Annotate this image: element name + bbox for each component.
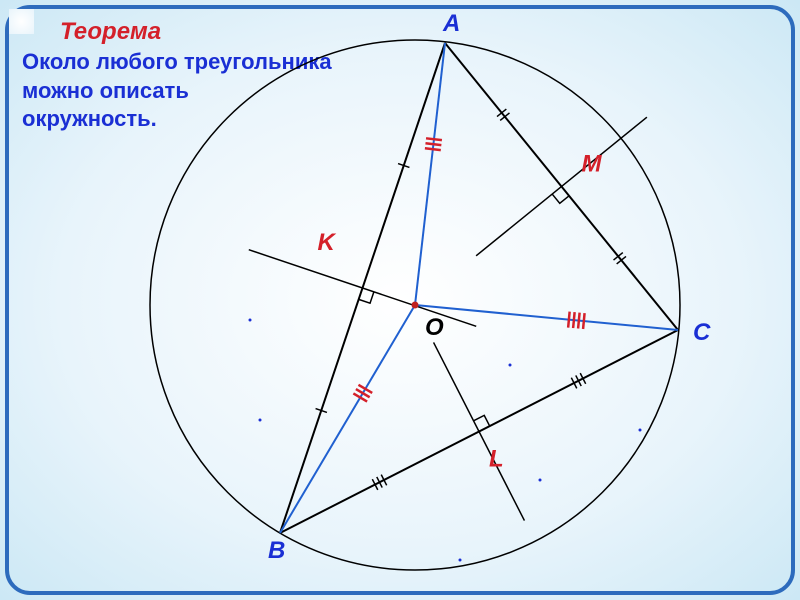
svg-text:B: B — [268, 537, 285, 564]
svg-text:L: L — [489, 446, 504, 473]
svg-text:A: A — [442, 10, 460, 37]
svg-text:M: M — [582, 151, 603, 178]
geometry-diagram: A B C K L M O — [0, 0, 800, 600]
svg-text:O: O — [425, 314, 444, 341]
svg-text:C: C — [693, 319, 711, 346]
svg-text:K: K — [318, 229, 337, 256]
